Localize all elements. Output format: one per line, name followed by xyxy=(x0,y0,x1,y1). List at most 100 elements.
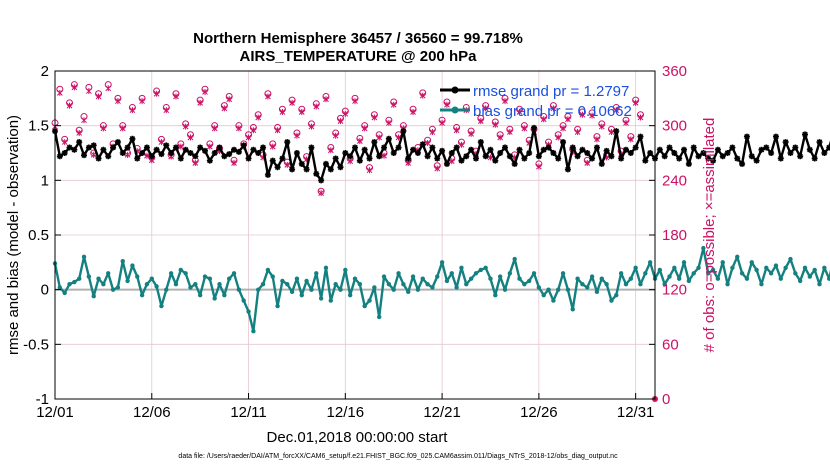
x-tick-label: 12/16 xyxy=(327,404,365,421)
y2-tick-label: 0 xyxy=(662,391,670,408)
rmse-point xyxy=(274,164,281,171)
obs-assimilated-point xyxy=(492,121,499,128)
rmse-point xyxy=(802,131,808,138)
rmse-point xyxy=(593,144,600,151)
bias-point xyxy=(367,298,372,303)
bias-point xyxy=(372,285,377,290)
bias-point xyxy=(183,271,188,276)
rmse-point xyxy=(293,150,300,156)
bias-point xyxy=(570,307,575,312)
obs-assimilated-point xyxy=(76,129,83,136)
rmse-point xyxy=(352,144,358,151)
obs-assimilated-point xyxy=(410,109,416,115)
chart-title-line1: Northern Hemisphere 36457 / 36560 = 99.7… xyxy=(193,30,523,47)
chart-title-line2: AIRS_TEMPERATURE @ 200 hPa xyxy=(240,48,478,65)
rmse-point xyxy=(743,133,750,140)
rmse-point xyxy=(419,141,426,148)
obs-assimilated-point xyxy=(294,132,300,139)
obs-assimilated-point xyxy=(279,109,286,115)
rmse-point xyxy=(264,171,271,178)
bias-point xyxy=(609,298,614,303)
rmse-point xyxy=(85,144,92,151)
bias-point xyxy=(265,267,271,273)
bias-point xyxy=(793,271,798,276)
rmse-point xyxy=(826,144,830,151)
obs-assimilated-point xyxy=(274,127,281,134)
x-tick-label: 12/11 xyxy=(230,404,266,421)
bias-point xyxy=(667,274,672,279)
rmse-point xyxy=(61,150,68,156)
bias-point xyxy=(96,276,101,281)
rmse-point xyxy=(100,146,107,153)
bias-point xyxy=(706,271,711,276)
bias-point xyxy=(473,271,479,276)
rmse-point xyxy=(681,146,688,153)
bias-point xyxy=(773,263,779,268)
x-tick-label: 12/01 xyxy=(36,404,74,421)
bias-point xyxy=(546,287,551,292)
bias-point xyxy=(638,282,643,287)
bias-point xyxy=(643,271,648,276)
obs-assimilated-point xyxy=(594,136,600,143)
obs-assimilated-point xyxy=(250,127,257,134)
rmse-point xyxy=(560,139,567,146)
obs-assimilated-point xyxy=(366,167,373,174)
rmse-point xyxy=(589,155,596,162)
rmse-point xyxy=(777,155,784,162)
bias-point xyxy=(580,282,585,287)
bias-point xyxy=(589,274,595,279)
bias-point xyxy=(376,314,382,320)
rmse-point xyxy=(192,153,199,160)
rmse-point xyxy=(792,144,799,151)
x-tick-label: 12/21 xyxy=(423,404,461,421)
bias-point xyxy=(797,278,803,284)
bias-point xyxy=(410,274,416,279)
obs-assimilated-point xyxy=(376,134,383,141)
legend-bias-label: bias grand pr = 0.10662 xyxy=(473,103,632,120)
obs-assimilated-point xyxy=(356,138,363,145)
bias-point xyxy=(623,282,629,287)
bias-point xyxy=(454,285,459,290)
obs-assimilated-point xyxy=(439,119,445,126)
bias-point xyxy=(318,296,324,301)
bias-point xyxy=(57,285,63,290)
obs-assimilated-point xyxy=(144,152,150,159)
obs-assimilated-point xyxy=(361,125,368,132)
rmse-point xyxy=(753,157,760,164)
obs-assimilated-point xyxy=(119,125,126,132)
y2-tick-label: 120 xyxy=(662,282,687,299)
bias-point xyxy=(493,292,498,298)
obs-assimilated-point xyxy=(177,143,184,150)
rmse-point xyxy=(110,144,117,151)
obs-assimilated-point xyxy=(444,101,450,108)
bias-point xyxy=(526,278,532,284)
obs-assimilated-point xyxy=(627,136,634,143)
rmse-point xyxy=(821,150,828,156)
obs-assimilated-point xyxy=(516,109,523,115)
obs-assimilated-point xyxy=(637,114,644,121)
bias-point xyxy=(106,271,111,276)
bias-point xyxy=(449,271,454,276)
obs-assimilated-point xyxy=(115,98,121,105)
bias-point xyxy=(783,265,788,270)
x-tick-label: 12/31 xyxy=(617,404,655,421)
obs-assimilated-point xyxy=(56,89,63,96)
bias-point xyxy=(81,254,87,260)
obs-assimilated-point xyxy=(565,116,571,123)
bias-point xyxy=(444,278,450,284)
obs-assimilated-point xyxy=(124,151,131,158)
obs-assimilated-point xyxy=(453,127,460,134)
obs-assimilated-point xyxy=(381,152,387,159)
bias-point xyxy=(556,287,561,292)
bias-point xyxy=(541,292,546,298)
rmse-point xyxy=(816,139,823,146)
bias-point xyxy=(256,287,261,292)
obs-assimilated-point xyxy=(236,125,242,132)
obs-assimilated-point xyxy=(390,101,397,108)
rmse-line xyxy=(53,126,830,182)
obs-assimilated-point xyxy=(182,123,189,130)
y-tick-label: 0.5 xyxy=(28,227,49,244)
y-tick-label: -1 xyxy=(36,391,49,408)
obs-assimilated-point xyxy=(211,125,218,132)
rmse-point xyxy=(163,142,170,149)
